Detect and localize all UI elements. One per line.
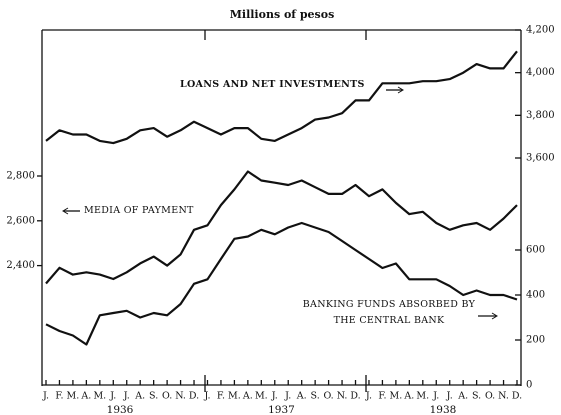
annotation-arrow-head bbox=[397, 86, 404, 94]
year-label: 1938 bbox=[430, 404, 457, 415]
y-tick-label: 2,400 bbox=[6, 260, 35, 271]
x-tick-label: J. bbox=[42, 391, 49, 402]
year-label: 1937 bbox=[268, 404, 295, 415]
x-tick-label: D. bbox=[189, 391, 199, 402]
x-tick-label: S. bbox=[472, 391, 481, 402]
x-tick-label: M. bbox=[93, 391, 106, 402]
x-tick-label: S. bbox=[311, 391, 320, 402]
y-tick-label: 200 bbox=[526, 335, 545, 346]
x-tick-label: J. bbox=[432, 391, 439, 402]
x-tick-label: J. bbox=[271, 391, 278, 402]
x-tick-label: A. bbox=[403, 391, 414, 402]
x-tick-label: O. bbox=[162, 391, 172, 402]
x-tick-label: N. bbox=[498, 391, 509, 402]
x-tick-label: A. bbox=[296, 391, 307, 402]
x-tick-label: N. bbox=[337, 391, 348, 402]
x-tick-label: O. bbox=[485, 391, 495, 402]
x-tick-label: M. bbox=[228, 391, 241, 402]
series-label: LOANS AND NET INVESTMENTS bbox=[180, 79, 365, 90]
x-tick-label: F. bbox=[378, 391, 386, 402]
x-tick-label: M. bbox=[390, 391, 403, 402]
x-tick-label: J. bbox=[365, 391, 372, 402]
x-tick-label: J. bbox=[109, 391, 116, 402]
x-tick-label: D. bbox=[350, 391, 360, 402]
series-label: BANKING FUNDS ABSORBED BY THE CENTRAL BA… bbox=[302, 299, 476, 326]
annotation-arrow-head bbox=[491, 312, 498, 320]
y-tick-label: 4,000 bbox=[526, 67, 555, 78]
series-label: MEDIA OF PAYMENT bbox=[84, 205, 194, 216]
x-tick-label: S. bbox=[149, 391, 158, 402]
series-line bbox=[45, 50, 518, 145]
y-tick-label: 4,200 bbox=[526, 25, 555, 36]
x-tick-label: M. bbox=[416, 391, 429, 402]
x-tick-label: M. bbox=[67, 391, 80, 402]
x-tick-label: J. bbox=[446, 391, 453, 402]
x-tick-label: J. bbox=[203, 391, 210, 402]
y-tick-label: 400 bbox=[526, 290, 545, 301]
x-tick-label: J. bbox=[284, 391, 291, 402]
y-tick-label: 0 bbox=[526, 380, 532, 391]
x-tick-label: F. bbox=[217, 391, 225, 402]
series-line bbox=[45, 170, 518, 285]
x-tick-label: A. bbox=[134, 391, 145, 402]
y-tick-label: 2,800 bbox=[6, 171, 35, 182]
x-tick-label: D. bbox=[512, 391, 522, 402]
x-tick-label: N. bbox=[175, 391, 186, 402]
series-line bbox=[45, 221, 518, 346]
x-tick-label: A. bbox=[242, 391, 253, 402]
x-tick-label: J. bbox=[123, 391, 130, 402]
annotation-arrow-head bbox=[62, 207, 69, 215]
x-tick-label: A. bbox=[80, 391, 91, 402]
y-tick-label: 2,600 bbox=[6, 215, 35, 226]
year-label: 1936 bbox=[107, 404, 134, 415]
x-tick-label: O. bbox=[323, 391, 333, 402]
chart-title: Millions of pesos bbox=[230, 8, 335, 21]
y-tick-label: 600 bbox=[526, 245, 545, 256]
x-tick-label: A. bbox=[457, 391, 468, 402]
x-tick-label: M. bbox=[255, 391, 268, 402]
y-tick-label: 3,600 bbox=[526, 153, 555, 164]
x-tick-label: F. bbox=[55, 391, 63, 402]
y-tick-label: 3,800 bbox=[526, 110, 555, 121]
